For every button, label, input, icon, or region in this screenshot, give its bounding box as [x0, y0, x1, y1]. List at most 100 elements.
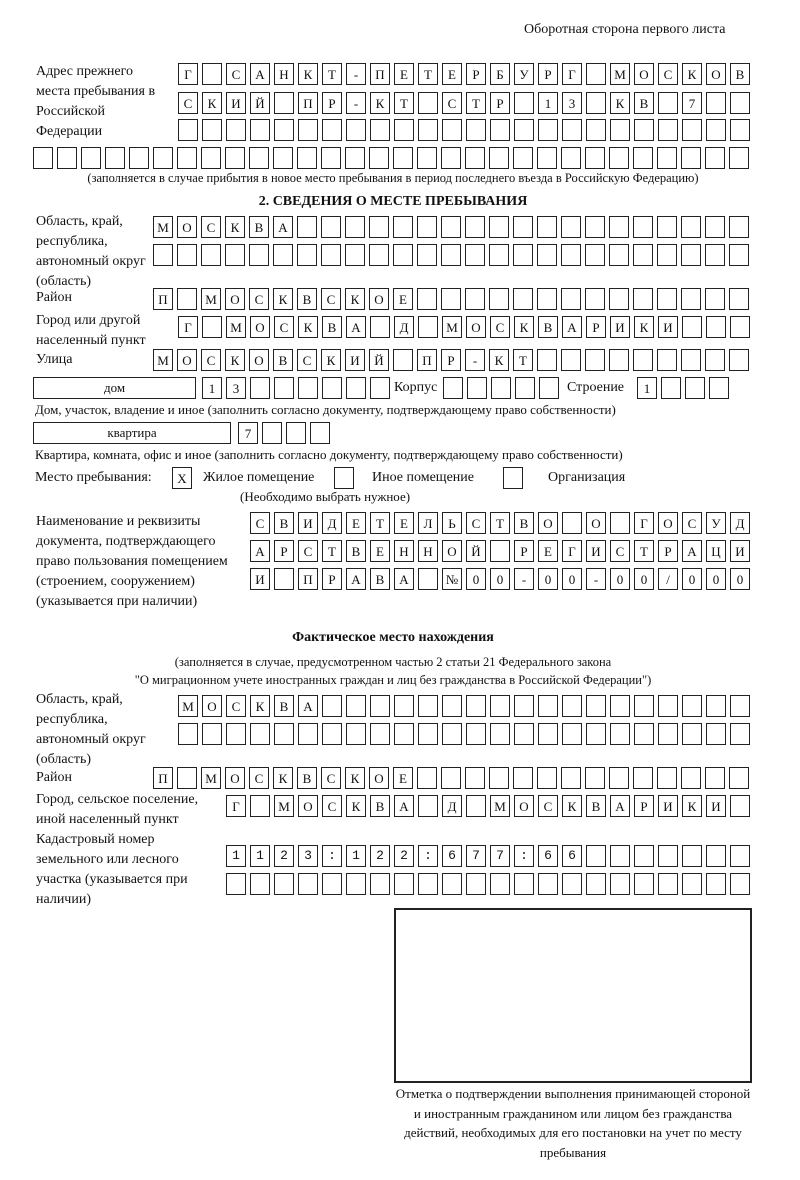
char-cell[interactable] [610, 845, 630, 867]
char-cell[interactable]: О [586, 512, 606, 534]
char-cell[interactable]: А [250, 540, 270, 562]
char-cell[interactable] [418, 723, 438, 745]
char-cell[interactable]: К [345, 767, 365, 789]
char-cell[interactable] [441, 147, 461, 169]
char-cell[interactable]: Н [394, 540, 414, 562]
char-cell[interactable]: С [321, 767, 341, 789]
char-cell[interactable] [394, 119, 414, 141]
char-cell[interactable] [491, 377, 511, 399]
char-cell[interactable] [250, 723, 270, 745]
char-cell[interactable]: Й [369, 349, 389, 371]
char-cell[interactable]: К [514, 316, 534, 338]
char-cell[interactable] [321, 216, 341, 238]
char-cell[interactable] [370, 873, 390, 895]
char-cell[interactable]: Ц [706, 540, 726, 562]
char-cell[interactable]: Т [418, 63, 438, 85]
char-cell[interactable] [681, 216, 701, 238]
char-cell[interactable] [417, 147, 437, 169]
char-cell[interactable] [417, 216, 437, 238]
char-cell[interactable] [514, 695, 534, 717]
char-cell[interactable] [310, 422, 330, 444]
char-cell[interactable] [33, 147, 53, 169]
flat-type-field[interactable]: квартира [33, 422, 231, 444]
char-cell[interactable] [441, 244, 461, 266]
char-cell[interactable]: 0 [466, 568, 486, 590]
char-cell[interactable] [730, 119, 750, 141]
char-cell[interactable] [561, 349, 581, 371]
char-cell[interactable]: О [514, 795, 534, 817]
char-cell[interactable] [729, 288, 749, 310]
char-cell[interactable] [178, 723, 198, 745]
char-cell[interactable] [346, 723, 366, 745]
char-cell[interactable] [274, 377, 294, 399]
char-cell[interactable]: Н [418, 540, 438, 562]
char-cell[interactable]: Д [730, 512, 750, 534]
char-cell[interactable]: И [250, 568, 270, 590]
char-cell[interactable]: О [250, 316, 270, 338]
previous-address-row-4[interactable] [33, 147, 749, 169]
char-cell[interactable] [177, 244, 197, 266]
char-cell[interactable]: К [346, 795, 366, 817]
char-cell[interactable] [609, 216, 629, 238]
char-cell[interactable]: В [370, 568, 390, 590]
char-cell[interactable] [633, 147, 653, 169]
char-cell[interactable]: С [226, 63, 246, 85]
char-cell[interactable]: К [298, 63, 318, 85]
char-cell[interactable] [490, 695, 510, 717]
char-cell[interactable] [418, 845, 438, 867]
char-cell[interactable] [369, 216, 389, 238]
char-cell[interactable] [346, 695, 366, 717]
char-cell[interactable] [490, 845, 510, 867]
char-cell[interactable]: Т [490, 512, 510, 534]
char-cell[interactable] [226, 873, 246, 895]
char-cell[interactable]: О [298, 795, 318, 817]
char-cell[interactable] [634, 119, 654, 141]
char-cell[interactable] [370, 316, 390, 338]
char-cell[interactable]: С [682, 512, 702, 534]
char-cell[interactable] [274, 119, 294, 141]
char-cell[interactable] [537, 288, 557, 310]
char-cell[interactable]: 7 [682, 92, 702, 114]
char-cell[interactable] [730, 695, 750, 717]
char-cell[interactable]: И [226, 92, 246, 114]
char-cell[interactable] [514, 873, 534, 895]
char-cell[interactable] [705, 244, 725, 266]
char-cell[interactable]: К [273, 767, 293, 789]
char-cell[interactable] [345, 147, 365, 169]
char-cell[interactable] [442, 845, 462, 867]
char-cell[interactable] [250, 795, 270, 817]
char-cell[interactable] [538, 845, 558, 867]
char-cell[interactable] [441, 288, 461, 310]
char-cell[interactable] [177, 147, 197, 169]
char-cell[interactable]: К [345, 288, 365, 310]
char-cell[interactable] [177, 288, 197, 310]
char-cell[interactable] [273, 244, 293, 266]
char-cell[interactable] [202, 119, 222, 141]
char-cell[interactable] [297, 244, 317, 266]
char-cell[interactable] [250, 377, 270, 399]
char-cell[interactable] [418, 695, 438, 717]
char-cell[interactable]: В [586, 795, 606, 817]
char-cell[interactable]: / [658, 568, 678, 590]
char-cell[interactable]: 0 [682, 568, 702, 590]
char-cell[interactable] [418, 119, 438, 141]
char-cell[interactable] [537, 147, 557, 169]
char-cell[interactable] [634, 723, 654, 745]
char-cell[interactable] [709, 377, 729, 399]
char-cell[interactable] [633, 288, 653, 310]
char-cell[interactable]: В [274, 512, 294, 534]
char-cell[interactable]: Г [562, 63, 582, 85]
char-cell[interactable] [562, 512, 582, 534]
flat-cells[interactable]: 7 [238, 422, 330, 444]
char-cell[interactable]: М [610, 63, 630, 85]
char-cell[interactable]: Г [178, 316, 198, 338]
char-cell[interactable] [249, 244, 269, 266]
char-cell[interactable] [586, 695, 606, 717]
char-cell[interactable]: В [273, 349, 293, 371]
char-cell[interactable] [490, 873, 510, 895]
char-cell[interactable] [129, 147, 149, 169]
char-cell[interactable]: М [153, 349, 173, 371]
char-cell[interactable] [250, 119, 270, 141]
char-cell[interactable] [610, 695, 630, 717]
